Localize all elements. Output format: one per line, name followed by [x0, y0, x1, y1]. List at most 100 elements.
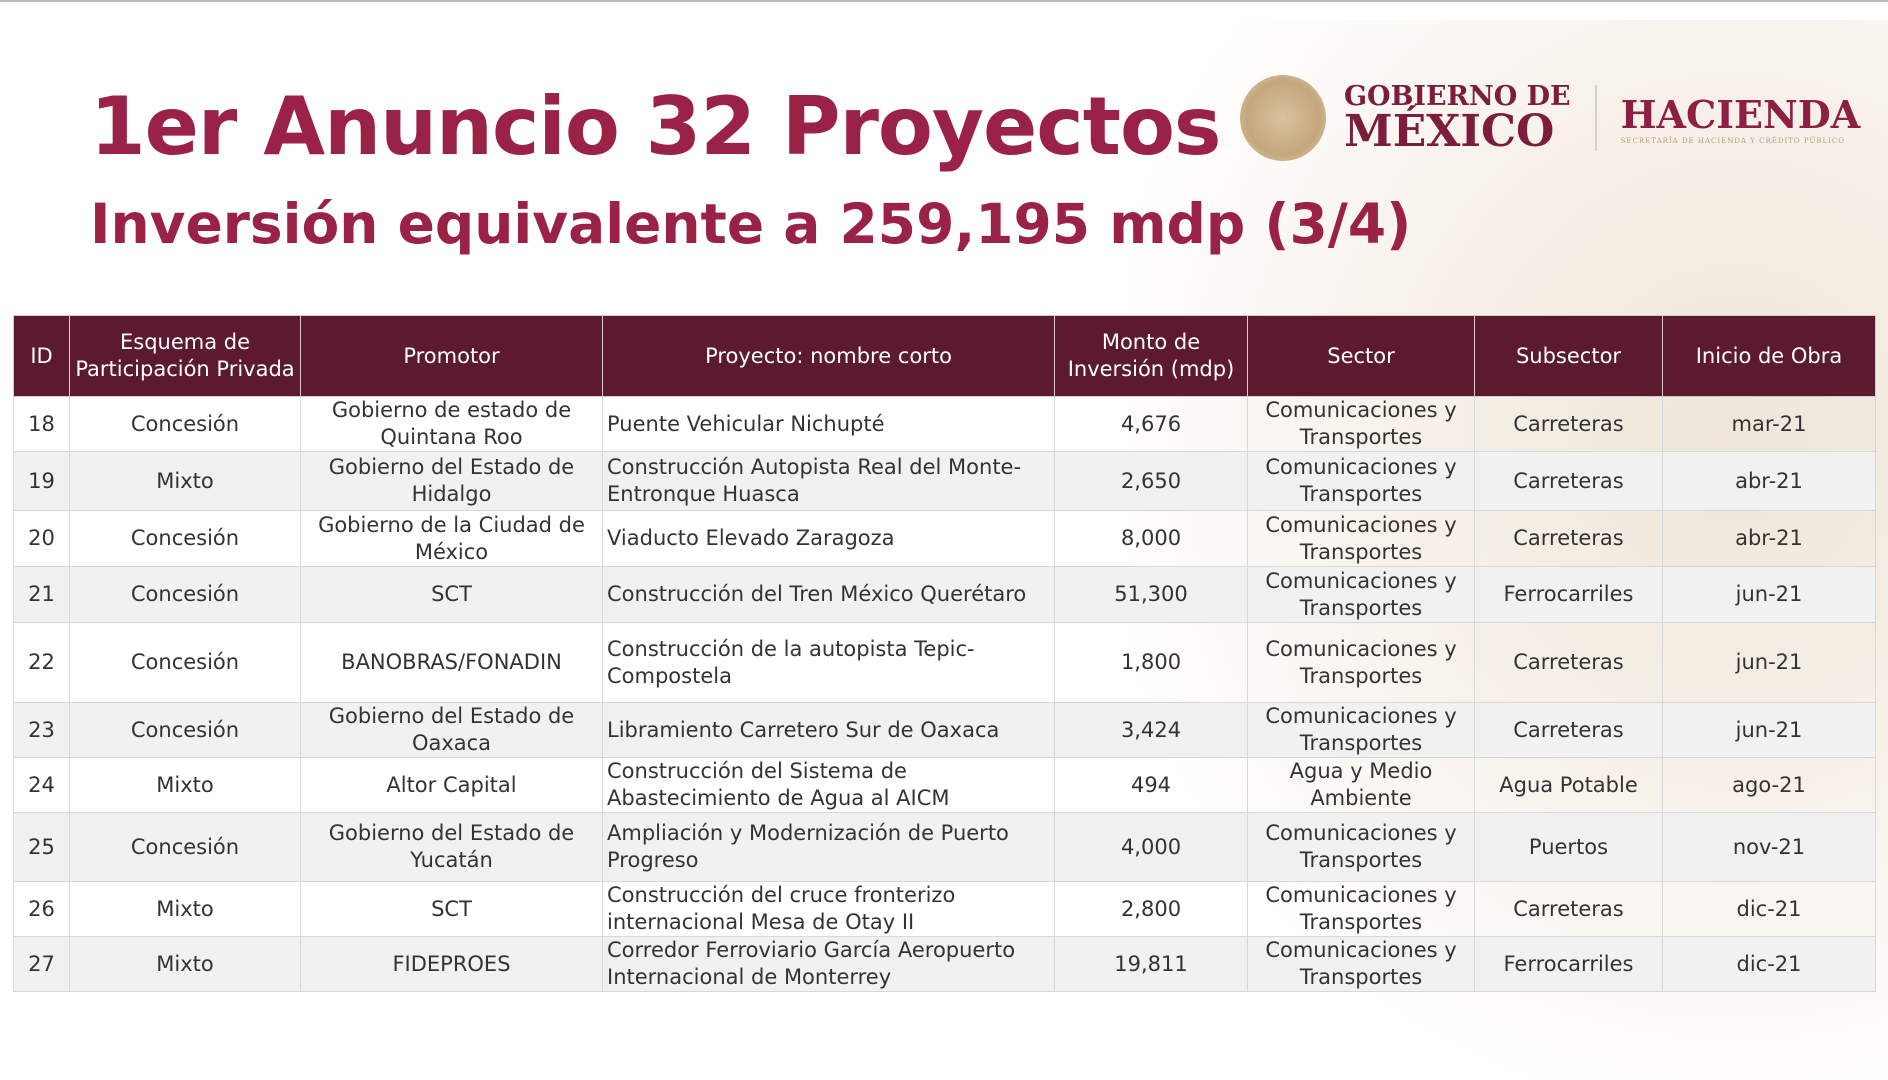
- subsector-cell: Carreteras: [1474, 881, 1663, 937]
- subsector-cell: Carreteras: [1474, 510, 1663, 567]
- subsector-cell: Ferrocarriles: [1474, 936, 1663, 992]
- id-cell: 27: [13, 936, 70, 992]
- sector-cell: Comunicaciones y Transportes: [1247, 451, 1475, 511]
- sector-cell: Comunicaciones y Transportes: [1247, 881, 1475, 937]
- project-cell: Viaducto Elevado Zaragoza: [602, 510, 1055, 567]
- promoter-cell: BANOBRAS/FONADIN: [300, 622, 603, 703]
- promoter-cell: SCT: [300, 566, 603, 623]
- project-cell: Construcción Autopista Real del Monte-En…: [602, 451, 1055, 511]
- column-header: Monto de Inversión (mdp): [1054, 315, 1248, 397]
- amount-cell: 3,424: [1054, 702, 1248, 758]
- table-row: 23 Concesión Gobierno del Estado de Oaxaca…: [13, 702, 1876, 758]
- gobierno-line1: GOBIERNO DE: [1344, 80, 1571, 112]
- page-subtitle: Inversión equivalente a 259,195 mdp (3/4…: [90, 192, 1412, 256]
- id-cell: 19: [13, 451, 70, 511]
- page-title: 1er Anuncio 32 Proyectos: [90, 80, 1222, 173]
- subsector-cell: Carreteras: [1474, 622, 1663, 703]
- start-cell: abr-21: [1662, 510, 1876, 567]
- table-row: 18 Concesión Gobierno de estado de Quintan…: [13, 396, 1876, 452]
- subsector-cell: Carreteras: [1474, 702, 1663, 758]
- promoter-cell: Gobierno de la Ciudad de México: [300, 510, 603, 567]
- start-cell: mar-21: [1662, 396, 1876, 452]
- amount-cell: 494: [1054, 757, 1248, 813]
- subsector-cell: Ferrocarriles: [1474, 566, 1663, 623]
- id-cell: 22: [13, 622, 70, 703]
- promoter-cell: Altor Capital: [300, 757, 603, 813]
- scheme-cell: Mixto: [69, 757, 301, 813]
- amount-cell: 4,000: [1054, 812, 1248, 882]
- promoter-cell: FIDEPROES: [300, 936, 603, 992]
- table-row: 25 Concesión Gobierno del Estado de Yucatá…: [13, 812, 1876, 882]
- table-row: 27 Mixto FIDEPROES Corredor Ferroviario Gar…: [13, 936, 1876, 992]
- promoter-cell: Gobierno del Estado de Yucatán: [300, 812, 603, 882]
- table-row: 22 Concesión BANOBRAS/FONADIN Construcción …: [13, 622, 1876, 703]
- top-border: [0, 0, 1888, 2]
- column-header: Sector: [1247, 315, 1475, 397]
- table-row: 26 Mixto SCT Construcción del cruce fronter…: [13, 881, 1876, 937]
- id-cell: 26: [13, 881, 70, 937]
- amount-cell: 19,811: [1054, 936, 1248, 992]
- start-cell: dic-21: [1662, 881, 1876, 937]
- gobierno-de-mexico-wordmark: GOBIERNO DE MÉXICO: [1344, 83, 1571, 154]
- promoter-cell: SCT: [300, 881, 603, 937]
- scheme-cell: Concesión: [69, 510, 301, 567]
- table-header-row: ID Esquema de Participación Privada Promot…: [13, 315, 1876, 397]
- amount-cell: 51,300: [1054, 566, 1248, 623]
- logo-divider: [1594, 85, 1597, 151]
- table-row: 19 Mixto Gobierno del Estado de Hidalgo Con…: [13, 451, 1876, 511]
- sector-cell: Comunicaciones y Transportes: [1247, 702, 1475, 758]
- scheme-cell: Mixto: [69, 936, 301, 992]
- start-cell: dic-21: [1662, 936, 1876, 992]
- sector-cell: Comunicaciones y Transportes: [1247, 812, 1475, 882]
- gobierno-line2: MÉXICO: [1344, 105, 1555, 157]
- sector-cell: Comunicaciones y Transportes: [1247, 396, 1475, 452]
- national-seal-icon: [1240, 75, 1326, 161]
- scheme-cell: Mixto: [69, 451, 301, 511]
- start-cell: abr-21: [1662, 451, 1876, 511]
- sector-cell: Comunicaciones y Transportes: [1247, 510, 1475, 567]
- scheme-cell: Concesión: [69, 566, 301, 623]
- hacienda-title: HACIENDA: [1620, 91, 1861, 137]
- scheme-cell: Concesión: [69, 622, 301, 703]
- id-cell: 18: [13, 396, 70, 452]
- subsector-cell: Carreteras: [1474, 451, 1663, 511]
- promoter-cell: Gobierno del Estado de Hidalgo: [300, 451, 603, 511]
- sector-cell: Comunicaciones y Transportes: [1247, 566, 1475, 623]
- project-cell: Construcción del Tren México Querétaro: [602, 566, 1055, 623]
- column-header: Subsector: [1474, 315, 1663, 397]
- column-header: Esquema de Participación Privada: [69, 315, 301, 397]
- start-cell: ago-21: [1662, 757, 1876, 813]
- project-cell: Puente Vehicular Nichupté: [602, 396, 1055, 452]
- subsector-cell: Puertos: [1474, 812, 1663, 882]
- id-cell: 21: [13, 566, 70, 623]
- amount-cell: 2,800: [1054, 881, 1248, 937]
- id-cell: 25: [13, 812, 70, 882]
- start-cell: nov-21: [1662, 812, 1876, 882]
- id-cell: 23: [13, 702, 70, 758]
- government-logo: GOBIERNO DE MÉXICO HACIENDA SECRETARÍA D…: [1240, 75, 1860, 161]
- project-cell: Ampliación y Modernización de Puerto Pro…: [602, 812, 1055, 882]
- table-row: 21 Concesión SCT Construcción del Tren Méxi…: [13, 566, 1876, 623]
- project-cell: Construcción de la autopista Tepic-Compo…: [602, 622, 1055, 703]
- id-cell: 20: [13, 510, 70, 567]
- projects-table: ID Esquema de Participación Privada Promot…: [13, 315, 1876, 992]
- amount-cell: 2,650: [1054, 451, 1248, 511]
- column-header: Proyecto: nombre corto: [602, 315, 1055, 397]
- column-header: Promotor: [300, 315, 603, 397]
- scheme-cell: Mixto: [69, 881, 301, 937]
- sector-cell: Agua y Medio Ambiente: [1247, 757, 1475, 813]
- project-cell: Libramiento Carretero Sur de Oaxaca: [602, 702, 1055, 758]
- hacienda-subtitle: SECRETARÍA DE HACIENDA Y CRÉDITO PÚBLICO: [1620, 136, 1846, 145]
- amount-cell: 1,800: [1054, 622, 1248, 703]
- amount-cell: 8,000: [1054, 510, 1248, 567]
- promoter-cell: Gobierno de estado de Quintana Roo: [300, 396, 603, 452]
- amount-cell: 4,676: [1054, 396, 1248, 452]
- table-row: 20 Concesión Gobierno de la Ciudad de Méxi…: [13, 510, 1876, 567]
- subsector-cell: Agua Potable: [1474, 757, 1663, 813]
- start-cell: jun-21: [1662, 622, 1876, 703]
- promoter-cell: Gobierno del Estado de Oaxaca: [300, 702, 603, 758]
- hacienda-wordmark: HACIENDA SECRETARÍA DE HACIENDA Y CRÉDIT…: [1621, 92, 1861, 145]
- scheme-cell: Concesión: [69, 812, 301, 882]
- scheme-cell: Concesión: [69, 396, 301, 452]
- project-cell: Corredor Ferroviario García Aeropuerto I…: [602, 936, 1055, 992]
